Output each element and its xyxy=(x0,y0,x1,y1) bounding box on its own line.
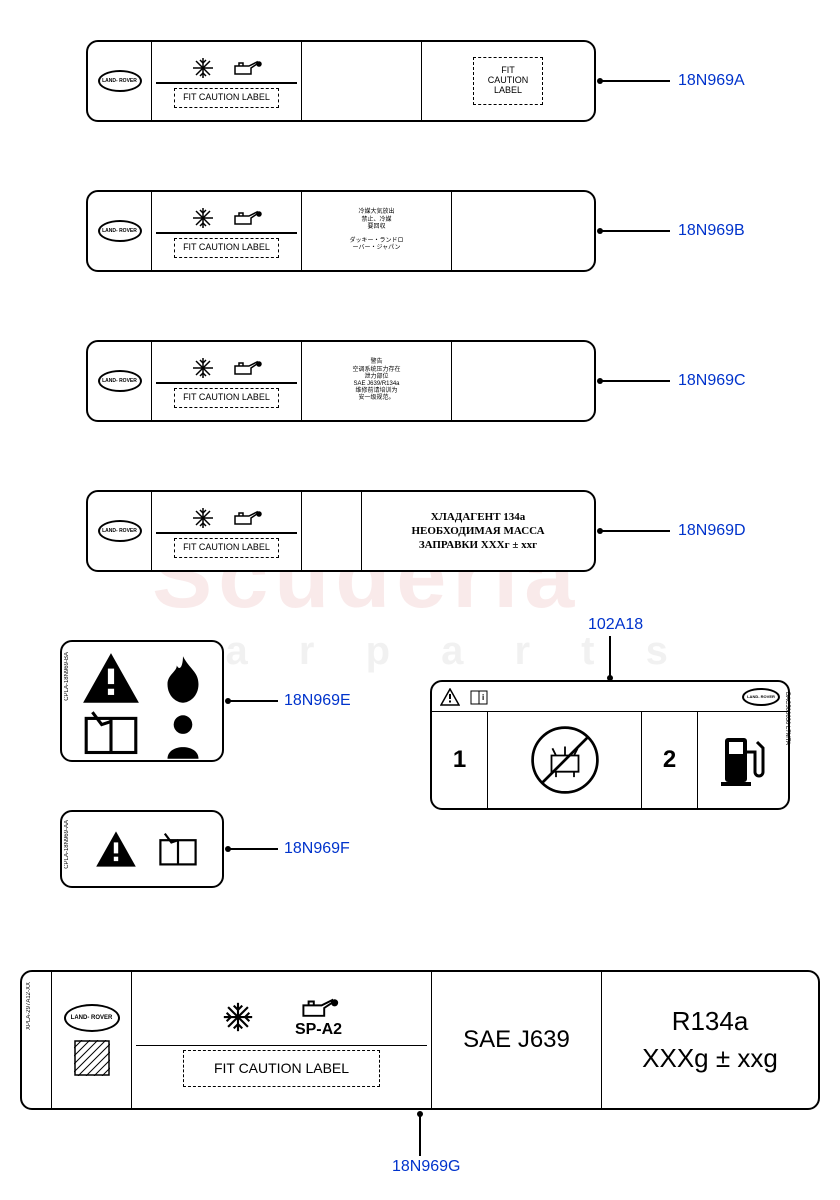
russian-text-2: НЕОБХОДИМАЯ МАССА xyxy=(411,525,544,537)
land-rover-logo-icon: LAND- ROVER xyxy=(64,1004,120,1032)
snowflake-icon xyxy=(191,206,215,230)
label-18N969C: LAND- ROVER FIT CAUTION LABEL 警告 空调系统压力存… xyxy=(86,340,596,422)
manual-book-icon xyxy=(156,829,200,869)
russian-text-1: ХЛАДАГЕНТ 134a xyxy=(431,511,526,523)
callout-18N969A: 18N969A xyxy=(678,72,745,90)
fit-caution-box-ml: FIT CAUTION LABEL xyxy=(473,57,544,105)
r134a-mass-text: XXXg ± xxg xyxy=(642,1043,778,1074)
land-rover-logo-icon: LAND- ROVER xyxy=(98,520,142,542)
chinese-text: 警告 空调系统压力存在 泄力部位 SAE J639/R134a 维修前请培训为 … xyxy=(352,359,400,402)
label-18N969E: CPLA-18N969-BA xyxy=(60,640,224,762)
info-book-icon: i xyxy=(468,688,490,706)
sp-a2-text: SP-A2 xyxy=(295,1021,342,1039)
warning-triangle-small-icon xyxy=(440,688,460,706)
diagram-stage: LAND- ROVER FIT CAUTION LABEL FIT CAUTIO… xyxy=(0,0,840,1200)
side-code-G: XPLA-297A12-XX xyxy=(26,982,32,1030)
callout-18N969D: 18N969D xyxy=(678,522,746,540)
oil-can-icon xyxy=(231,58,263,78)
side-code-F: CPLA-18N969-AA xyxy=(64,820,70,869)
fit-caution-box-large: FIT CAUTION LABEL xyxy=(183,1050,380,1087)
hatched-square-icon xyxy=(74,1040,110,1076)
callout-18N969E: 18N969E xyxy=(284,692,351,710)
japanese-text: 冷媒大気放出 禁止、冷媒 要回収 ダッキー・ランドロ ーバー・ジャパン xyxy=(349,209,403,252)
person-icon xyxy=(152,706,214,762)
land-rover-logo-icon: LAND- ROVER xyxy=(98,370,142,392)
no-touch-icon xyxy=(529,724,601,796)
callout-18N969B: 18N969B xyxy=(678,222,745,240)
callout-102A18: 102A18 xyxy=(588,616,643,634)
fuel-pump-icon xyxy=(719,732,767,788)
label-18N969G: XPLA-297A12-XX LAND- ROVER SP-A2 FIT CAU… xyxy=(20,970,820,1110)
fit-caution-box: FIT CAUTION LABEL xyxy=(174,538,279,558)
label-102A18: i LAND- ROVER 1 2 xyxy=(430,680,790,810)
svg-text:i: i xyxy=(482,693,484,702)
land-rover-logo-icon: LAND- ROVER xyxy=(742,688,780,706)
warning-triangle-icon xyxy=(94,829,138,869)
land-rover-logo-icon: LAND- ROVER xyxy=(98,70,142,92)
oil-can-icon xyxy=(231,358,263,378)
label-18N969F: CPLA-18N969-AA xyxy=(60,810,224,888)
snowflake-icon xyxy=(221,1000,255,1034)
callout-18N969F: 18N969F xyxy=(284,840,350,858)
flame-icon xyxy=(152,650,214,706)
fit-caution-box: FIT CAUTION LABEL xyxy=(174,88,279,108)
panel-number-1: 1 xyxy=(432,712,488,808)
fit-caution-box: FIT CAUTION LABEL xyxy=(174,238,279,258)
r134a-text: R134a xyxy=(672,1006,749,1037)
manual-book-icon xyxy=(80,706,142,762)
snowflake-icon xyxy=(191,356,215,380)
russian-text-3: ЗАПРАВКИ XXXг ± xxг xyxy=(419,539,537,551)
land-rover-logo-icon: LAND- ROVER xyxy=(98,220,142,242)
label-18N969D: LAND- ROVER FIT CAUTION LABEL ХЛАДАГЕНТ … xyxy=(86,490,596,572)
oil-can-icon xyxy=(231,208,263,228)
snowflake-icon xyxy=(191,56,215,80)
label-18N969B: LAND- ROVER FIT CAUTION LABEL 冷媒大気放出 禁止、… xyxy=(86,190,596,272)
callout-18N969C: 18N969C xyxy=(678,372,746,390)
side-code-H: BAC500630 L7MTA xyxy=(784,692,790,745)
panel-number-2: 2 xyxy=(642,712,698,808)
fit-caution-box: FIT CAUTION LABEL xyxy=(174,388,279,408)
oil-can-icon xyxy=(231,508,263,528)
label-18N969A: LAND- ROVER FIT CAUTION LABEL FIT CAUTIO… xyxy=(86,40,596,122)
snowflake-icon xyxy=(191,506,215,530)
sae-text: SAE J639 xyxy=(432,972,602,1108)
warning-triangle-icon xyxy=(80,650,142,706)
oil-can-icon xyxy=(297,995,341,1021)
callout-18N969G: 18N969G xyxy=(392,1158,461,1176)
side-code-E: CPLA-18N969-BA xyxy=(64,652,70,701)
